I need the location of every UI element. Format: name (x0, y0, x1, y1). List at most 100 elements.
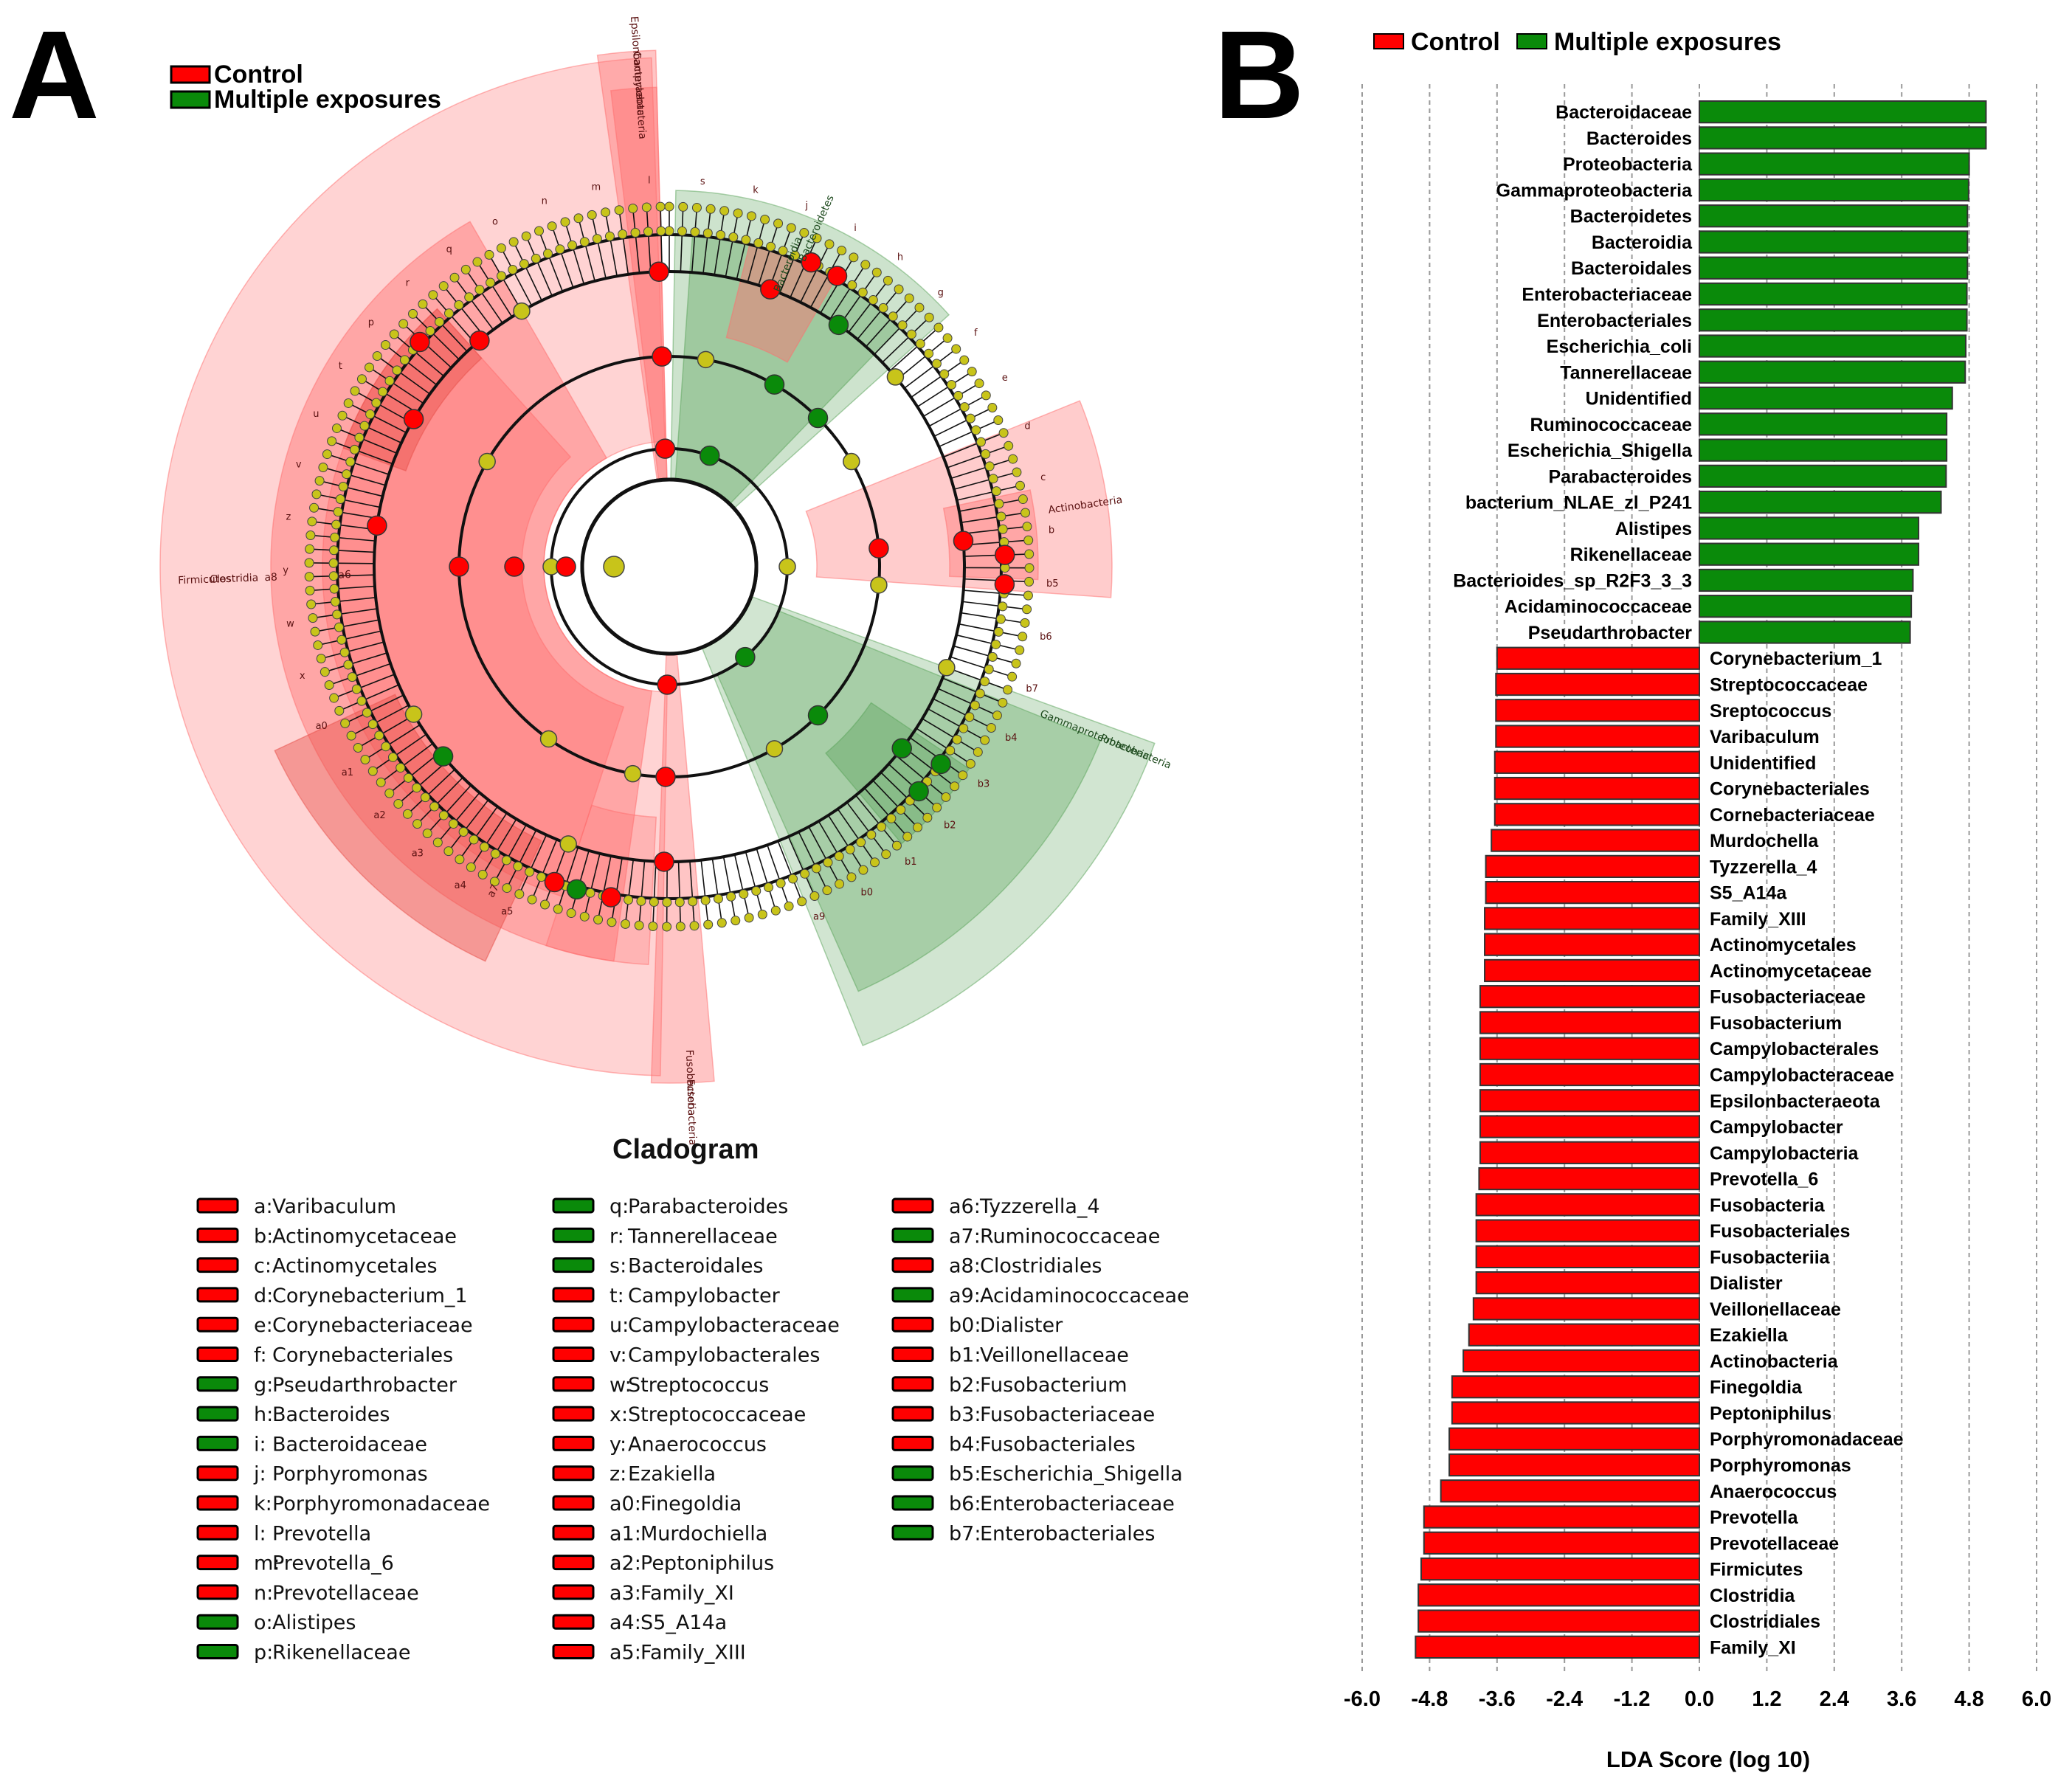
leaf-node (531, 253, 541, 263)
leaf-node (329, 693, 339, 703)
leaf-node (690, 227, 700, 237)
leaf-node (837, 246, 847, 256)
tree-branch (455, 279, 494, 331)
clade-label: Firmicutes (178, 573, 231, 587)
tree-branch (933, 408, 991, 438)
tree-branch (911, 361, 963, 398)
neutral-node (513, 302, 531, 320)
leaf-node (474, 285, 485, 295)
lda-bar (1699, 621, 1911, 644)
x-tick-label: 2.4 (1820, 1687, 1849, 1711)
leaf-node (975, 688, 985, 699)
leaf-node (915, 339, 925, 349)
tree-branch (317, 619, 379, 632)
lda-bar (1699, 542, 1920, 566)
tree-branch (959, 499, 1021, 512)
leaf-node (809, 891, 820, 902)
leaf-node (356, 374, 367, 384)
leaf-node (534, 226, 545, 236)
leaf-node (585, 888, 595, 898)
leaf-node (991, 486, 1001, 497)
leaf-node (422, 829, 432, 839)
key-entry-name: Veillonellaceae (980, 1344, 1129, 1367)
leaf-node (951, 344, 961, 354)
leaf-node (539, 899, 550, 910)
leaf-node (987, 403, 998, 413)
tree-branch (880, 772, 927, 817)
leaf-node (641, 202, 652, 212)
key-swatch (196, 1406, 239, 1422)
lda-bar-label: Escherichia_Shigella (1508, 440, 1693, 461)
root-node (603, 556, 625, 578)
lda-bar (1448, 1427, 1701, 1451)
leaf-node (573, 213, 584, 224)
lda-bar (1699, 230, 1969, 254)
lda-bar-label: bacterium_NLAE_zl_P241 (1465, 493, 1692, 514)
lda-bar-label: Ruminococcaceae (1530, 415, 1692, 435)
leaf-node (1021, 508, 1031, 518)
key-swatch (552, 1555, 595, 1571)
leaf-node (787, 874, 798, 884)
leaf-node (984, 461, 995, 471)
key-entry-code: b1: (949, 1344, 981, 1367)
key-entry-name: Tyzzerella_4 (979, 1195, 1100, 1218)
leaf-node (996, 511, 1006, 522)
leaf-node (726, 891, 736, 902)
tree-branch (390, 752, 441, 792)
key-entry-code: j: (253, 1463, 266, 1486)
clade-family-xi (342, 308, 483, 471)
node-letter: a4 (455, 880, 466, 891)
key-entry-name: Fusobacteriales (980, 1433, 1136, 1456)
control-node (654, 851, 674, 872)
leaf-node (350, 386, 360, 396)
key-entry-code: a9: (949, 1285, 981, 1307)
tree-branch (777, 840, 802, 900)
key-entry-name: Porphyromonadaceae (272, 1493, 490, 1515)
lda-bar-label: Unidentified (1586, 389, 1692, 409)
leaf-node (502, 883, 512, 894)
tree-branch (311, 574, 375, 578)
tree-branch (956, 634, 1018, 651)
clade-label: Fusobacteria (684, 1079, 698, 1145)
leaf-node (466, 862, 476, 872)
key-swatch (552, 1316, 595, 1333)
leaf-node (904, 293, 914, 303)
lda-bar-label: Porphyromonadaceae (1710, 1429, 1904, 1450)
leaf-node (649, 897, 659, 908)
leaf-node (384, 376, 395, 386)
x-tick-label: -2.4 (1546, 1687, 1583, 1711)
tree-branch (895, 755, 945, 797)
leaf-node (1003, 685, 1013, 695)
control-node (655, 767, 676, 787)
leaf-node (313, 640, 323, 650)
leaf-node (965, 413, 975, 424)
key-swatch (196, 1316, 239, 1333)
neutral-node (870, 576, 888, 594)
leaf-node (378, 387, 388, 397)
leaf-node (501, 855, 511, 865)
leaf-node (330, 532, 340, 542)
lda-bar (1420, 1557, 1700, 1581)
leaf-node (846, 872, 857, 882)
tree-branch (953, 645, 1015, 664)
tree-branch (722, 857, 736, 919)
leaf-node (340, 718, 350, 728)
key-swatch (196, 1287, 239, 1303)
key-swatch (891, 1465, 934, 1482)
leaf-node (403, 772, 413, 783)
tree-branch (438, 792, 480, 842)
lda-bar (1493, 750, 1700, 774)
clade-label: a6 (338, 569, 351, 581)
leaf-node (306, 599, 317, 609)
key-entry-code: a7: (949, 1225, 981, 1248)
leaf-node (389, 329, 399, 339)
leaf-node (347, 672, 357, 682)
control-node (655, 438, 676, 459)
leaf-node (888, 311, 898, 322)
leaf-node (766, 241, 776, 252)
leaf-node (387, 752, 398, 762)
lda-bar-label: Sreptococcus (1710, 701, 1831, 722)
lda-bar (1495, 672, 1700, 697)
tree-branch (961, 512, 1023, 523)
leaf-node (790, 250, 800, 260)
